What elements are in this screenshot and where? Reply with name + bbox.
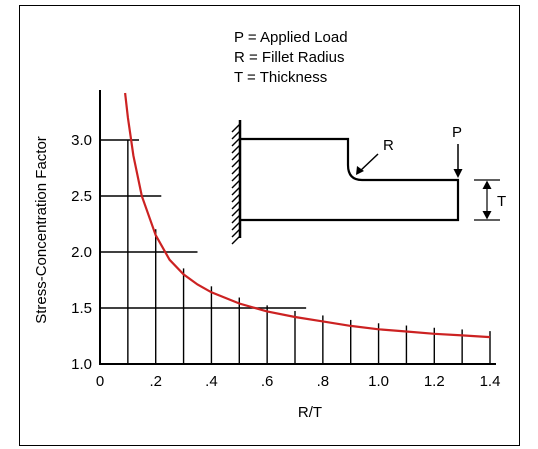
hatch-mark [231, 193, 241, 203]
legend: P = Applied Load R = Fillet Radius T = T… [234, 29, 348, 86]
hatch-mark [231, 200, 241, 210]
y-tick-labels: 1.0 1.5 2.0 2.5 3.0 [71, 132, 92, 373]
legend-entry-load: P = Applied Load [234, 29, 348, 46]
hatch-mark [231, 235, 241, 245]
x-tick-label: .4 [205, 373, 218, 390]
thickness-arrowhead-top [482, 180, 492, 189]
wall-hatching [231, 123, 241, 245]
hatch-mark [231, 207, 241, 217]
radius-arrowhead [356, 166, 364, 175]
x-axis-label: R/T [298, 404, 322, 421]
hatch-mark [231, 144, 241, 154]
bar-outline [240, 137, 460, 222]
series-line [124, 92, 491, 339]
hatch-mark [231, 214, 241, 224]
y-tick-label: 3.0 [71, 132, 92, 149]
thickness-label: T [497, 193, 506, 210]
y-tick-label: 2.0 [71, 244, 92, 261]
x-tick-label: .6 [261, 373, 274, 390]
x-tick-label: .8 [317, 373, 330, 390]
hatch-mark [231, 165, 241, 175]
x-tick-label: .2 [149, 373, 162, 390]
load-arrowhead [453, 169, 463, 178]
hatch-mark [231, 228, 241, 238]
hatch-mark [231, 221, 241, 231]
legend-entry-thickness: T = Thickness [234, 69, 327, 86]
load-label: P [452, 124, 462, 141]
hatch-mark [231, 130, 241, 140]
radius-label: R [383, 137, 394, 154]
x-tick-label: 0 [96, 373, 104, 390]
legend-entry-radius: R = Fillet Radius [234, 49, 344, 66]
hatch-mark [231, 179, 241, 189]
radius-pointer [358, 153, 379, 173]
y-tick-label: 1.0 [71, 356, 92, 373]
hatch-mark [231, 158, 241, 168]
y-axis-label: Stress-Concentration Factor [33, 136, 50, 324]
x-tick-labels: 0 .2 .4 .6 .8 1.0 1.2 1.4 [96, 373, 501, 390]
hatch-mark [231, 186, 241, 196]
hatch-mark [231, 123, 241, 133]
hatch-mark [231, 137, 241, 147]
hatch-mark [231, 172, 241, 182]
x-tick-label: 1.4 [480, 373, 501, 390]
inset-diagram: R P T [231, 120, 506, 245]
hatch-mark [231, 151, 241, 161]
y-tick-label: 2.5 [71, 188, 92, 205]
y-tick-label: 1.5 [71, 300, 92, 317]
grid [100, 139, 491, 364]
thickness-arrowhead-bottom [482, 211, 492, 220]
x-tick-label: 1.0 [368, 373, 389, 390]
figure-border [19, 5, 520, 446]
x-tick-label: 1.2 [424, 373, 445, 390]
